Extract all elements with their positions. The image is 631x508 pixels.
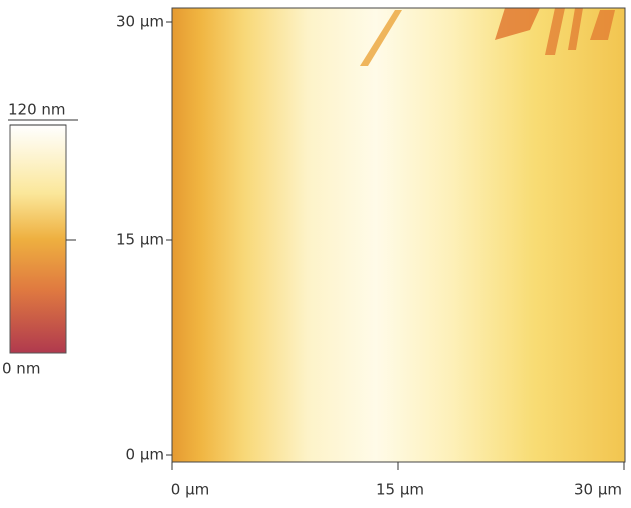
colorbar-min-label: 0 nm — [2, 360, 40, 378]
x-tick-label: 0 µm — [171, 481, 209, 499]
y-tick-label: 0 µm — [126, 446, 164, 464]
y-tick-label: 30 µm — [116, 13, 164, 31]
x-tick-label: 30 µm — [574, 481, 622, 499]
scratch — [360, 10, 402, 66]
defect — [545, 8, 615, 55]
afm-image — [172, 8, 625, 462]
defect — [495, 8, 540, 40]
colorbar-max-label: 120 nm — [8, 101, 66, 119]
y-tick-label: 15 µm — [116, 231, 164, 249]
colorbar — [9, 124, 67, 354]
x-tick-label: 15 µm — [376, 481, 424, 499]
